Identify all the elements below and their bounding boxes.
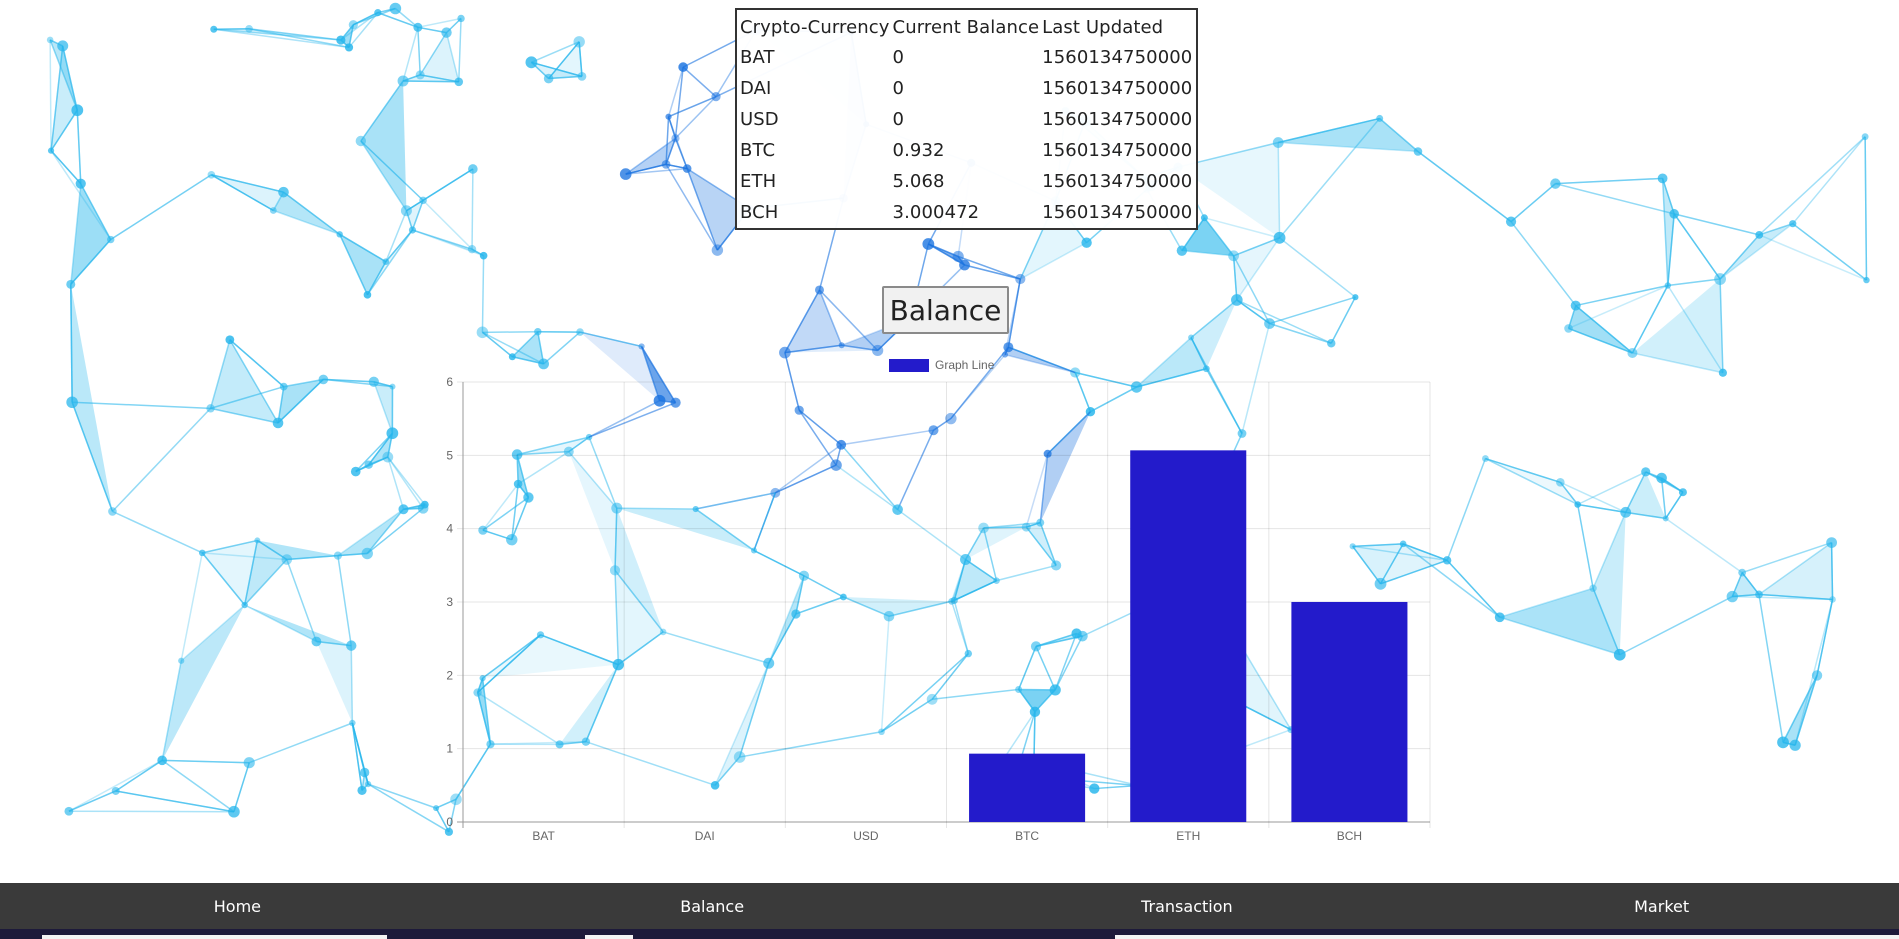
y-tick-label: 1 [446, 742, 453, 756]
x-tick-label: DAI [695, 829, 715, 843]
balance-table: Crypto-Currency Current Balance Last Upd… [735, 8, 1199, 230]
cell-balance: 3.000472 [892, 201, 980, 223]
bottom-navigation: Home Balance Transaction Market [0, 883, 1899, 929]
x-tick-label: BTC [1015, 829, 1039, 843]
cell-updated: 1560134750000 [1042, 170, 1193, 192]
cell-updated: 1560134750000 [1042, 201, 1193, 223]
table-row: BAT 0 1560134750000 [736, 42, 1197, 73]
chart-bars [969, 450, 1408, 822]
footer-strip-segment [42, 935, 387, 939]
table-row: DAI 0 1560134750000 [736, 73, 1197, 104]
cell-updated: 1560134750000 [1042, 139, 1193, 161]
cell-currency: BTC [740, 139, 776, 161]
y-tick-label: 0 [446, 815, 453, 829]
y-tick-label: 6 [446, 375, 453, 389]
chart-x-ticks: BAT DAI USD BTC ETH BCH [532, 829, 1362, 843]
x-tick-label: ETH [1176, 829, 1200, 843]
cell-balance: 0 [892, 46, 905, 68]
footer-strip-segment [585, 935, 633, 939]
chart-y-ticks: 0 1 2 3 4 5 6 [446, 375, 453, 829]
x-tick-label: BAT [532, 829, 555, 843]
nav-item-home[interactable]: Home [213, 896, 261, 916]
cell-updated: 1560134750000 [1042, 46, 1193, 68]
legend-label: Graph Line [935, 358, 995, 372]
table-row: BCH 3.000472 1560134750000 [736, 197, 1197, 229]
cell-currency: USD [740, 108, 779, 130]
cell-balance: 5.068 [892, 170, 945, 192]
table-row: BTC 0.932 1560134750000 [736, 135, 1197, 166]
column-header-updated: Last Updated [1042, 16, 1164, 38]
cell-currency: BAT [740, 46, 775, 68]
cell-balance: 0 [892, 108, 905, 130]
nav-item-market[interactable]: Market [1634, 896, 1690, 916]
footer-strip [0, 929, 1899, 939]
cell-balance: 0 [892, 77, 905, 99]
y-tick-label: 5 [446, 448, 453, 462]
chart-grid [457, 381, 1431, 828]
balance-button[interactable]: Balance [882, 286, 1009, 334]
x-tick-label: BCH [1337, 829, 1362, 843]
footer-strip-segment [1115, 935, 1899, 939]
table-row: ETH 5.068 1560134750000 [736, 166, 1197, 197]
cell-updated: 1560134750000 [1042, 77, 1193, 99]
legend-swatch [889, 359, 929, 372]
cell-currency: DAI [740, 77, 772, 99]
y-tick-label: 4 [446, 522, 453, 536]
column-header-balance: Current Balance [892, 16, 1040, 38]
bar-eth[interactable] [1130, 450, 1247, 822]
y-tick-label: 3 [446, 595, 453, 609]
bar-btc[interactable] [969, 753, 1086, 822]
column-header-currency: Crypto-Currency [740, 16, 890, 38]
nav-item-balance[interactable]: Balance [680, 896, 745, 916]
chart-legend[interactable]: Graph Line [889, 358, 995, 372]
y-tick-label: 2 [446, 668, 453, 682]
cell-currency: ETH [740, 170, 777, 192]
table-row: USD 0 1560134750000 [736, 104, 1197, 135]
nav-item-transaction[interactable]: Transaction [1141, 896, 1233, 916]
cell-balance: 0.932 [892, 139, 945, 161]
x-tick-label: USD [853, 829, 879, 843]
bar-bch[interactable] [1291, 601, 1408, 822]
cell-updated: 1560134750000 [1042, 108, 1193, 130]
cell-currency: BCH [740, 201, 779, 223]
table-header-row: Crypto-Currency Current Balance Last Upd… [736, 9, 1197, 42]
